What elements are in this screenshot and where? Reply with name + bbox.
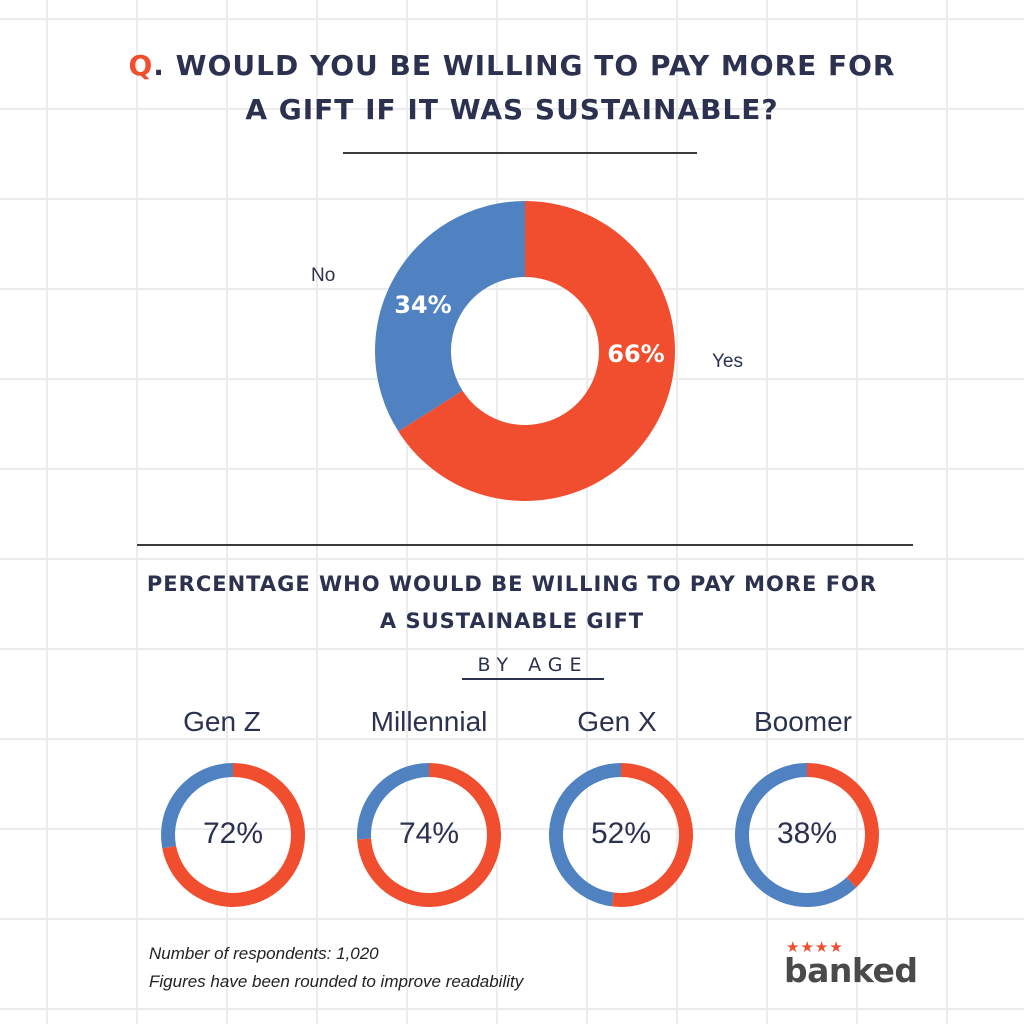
chart-title: Q. WOULD YOU BE WILLING TO PAY MORE FOR …	[0, 44, 1024, 132]
gen-x-value: 52%	[590, 817, 652, 850]
legend-label-no: No	[311, 265, 336, 286]
gen-z-label: Gen Z	[183, 706, 261, 737]
by-age-label: BY AGE	[462, 654, 604, 680]
age-donut-gen-x	[549, 763, 694, 907]
data-label-yes: 66%	[607, 340, 664, 368]
age-donut-gen-z	[161, 763, 305, 907]
age-donut-willing-slice	[807, 763, 879, 888]
gen-z-value: 72%	[202, 817, 264, 850]
main-donut-chart: 66% 34%	[375, 201, 675, 502]
donut-slice-yes	[398, 201, 675, 502]
age-donut-charts	[161, 763, 879, 907]
title-line-1: . WOULD YOU BE WILLING TO PAY MORE FOR	[153, 49, 896, 82]
respondents-note: Number of respondents: 1,020	[149, 944, 379, 963]
title-divider	[343, 152, 697, 154]
millennial-label: Millennial	[370, 706, 488, 737]
donut-slice-no	[375, 201, 525, 432]
question-marker: Q	[128, 49, 154, 82]
age-donut-willing-slice	[611, 763, 694, 907]
age-donut-remainder	[357, 763, 429, 840]
age-donut-remainder	[161, 763, 233, 849]
subtitle-line-2: A SUSTAINABLE GIFT	[379, 609, 645, 633]
millennial-value: 74%	[398, 817, 460, 850]
age-donut-remainder	[735, 763, 857, 907]
age-donut-millennial	[357, 763, 501, 907]
title-line-2: A GIFT IF IT WAS SUSTAINABLE?	[245, 93, 779, 126]
boomer-label: Boomer	[753, 706, 853, 737]
section-divider	[137, 544, 913, 546]
logo-stars-icon: ★★★★	[786, 938, 844, 956]
boomer-value: 38%	[776, 817, 838, 850]
age-donut-boomer	[735, 763, 879, 907]
legend-label-yes: Yes	[712, 351, 743, 372]
subtitle-line-1: PERCENTAGE WHO WOULD BE WILLING TO PAY M…	[146, 572, 878, 596]
section-subtitle: PERCENTAGE WHO WOULD BE WILLING TO PAY M…	[0, 566, 1024, 640]
rounding-note: Figures have been rounded to improve rea…	[149, 972, 524, 991]
age-donut-remainder	[549, 763, 621, 907]
data-label-no: 34%	[394, 291, 451, 319]
banked-logo: banked	[784, 951, 918, 990]
gen-x-label: Gen X	[577, 706, 657, 737]
